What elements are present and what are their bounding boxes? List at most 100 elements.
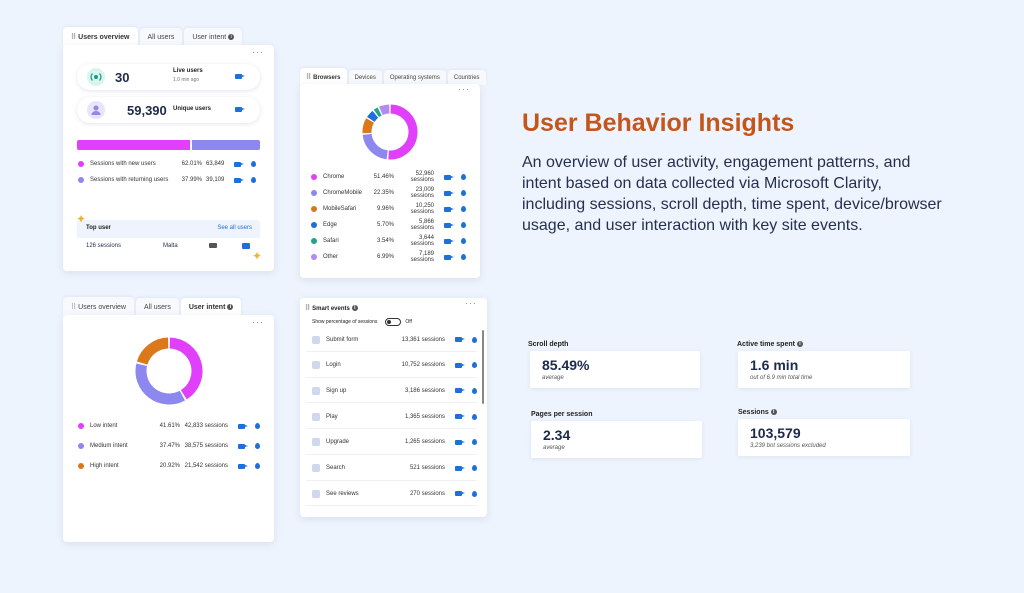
recording-icon[interactable] [234,177,244,183]
recording-icon[interactable] [444,254,454,260]
event-row[interactable]: Sign up 3,186 sessions [306,379,477,404]
event-row[interactable]: Login 10,752 sessions [306,354,477,378]
see-all-users-link[interactable]: See all users [217,225,252,231]
top-user-sessions: 126 sessions [86,243,122,249]
pages-per-session-value: 2.34 [543,427,571,443]
row-label-text: Submit form [326,336,359,343]
heatmap-icon[interactable] [461,238,466,244]
recording-icon[interactable] [238,463,248,469]
tab-user-intent[interactable]: User intent i [180,298,242,316]
recording-icon[interactable] [455,388,465,394]
users-rows: Sessions with new users 62.01% 63,849 Sessi… [78,157,256,197]
list-item: MobileSafari 9.96% 10,250 sessions [311,202,466,216]
row-label: Play [306,412,401,421]
event-row[interactable]: Upgrade 1,265 sessions [306,431,477,455]
more-options-icon[interactable]: ··· [465,298,477,308]
heatmap-icon[interactable] [461,190,466,196]
heatmap-icon[interactable] [472,439,477,446]
recording-icon[interactable] [444,238,454,244]
heatmap-icon[interactable] [251,161,256,167]
heatmap-icon[interactable] [255,463,260,469]
recording-icon[interactable] [235,74,245,79]
recording-icon[interactable] [238,423,248,429]
recording-icon[interactable] [455,439,465,445]
intent-donut-chart [135,337,203,405]
recording-icon[interactable] [444,190,454,196]
info-icon: i [351,305,358,312]
heatmap-icon[interactable] [255,443,260,449]
tab-browsers[interactable]: ⠿ Browsers [300,68,347,85]
more-options-icon[interactable]: ··· [252,317,264,327]
top-user-row[interactable]: 126 sessions Malta [77,238,260,256]
tab-countries[interactable]: Countries [447,70,486,85]
recording-icon[interactable] [455,362,465,368]
top-user-title: Top user [86,225,111,231]
scrollbar[interactable] [482,330,484,404]
event-row[interactable]: Play 1,365 sessions [306,405,477,430]
heatmap-icon[interactable] [251,177,256,183]
row-count: 13,361 sessions [401,336,445,343]
row-count: 521 sessions [409,465,445,471]
event-icon [312,412,320,421]
tab-user-intent[interactable]: User intent i [184,28,243,46]
scroll-depth-label: Scroll depth [528,341,569,348]
legend-dot [311,238,317,244]
live-users-label: Live users [173,68,203,74]
row-percent: 62.01% [181,161,202,167]
card-icon[interactable] [242,243,250,249]
row-label-text: Sessions with returning users [90,177,169,183]
tab-all-users[interactable]: All users [136,298,179,316]
list-item: Edge 5.70% 5,866 sessions [311,218,466,232]
toggle-state: Off [405,319,412,325]
row-count: 63,849 [206,161,225,167]
row-count: 7,189 sessions [410,251,434,263]
smart-events-card: ⠿ Smart events i ··· Show percentage of se… [300,298,487,517]
heatmap-icon[interactable] [461,254,466,260]
recording-icon[interactable] [455,414,465,420]
heatmap-icon[interactable] [461,206,466,212]
recording-icon[interactable] [238,443,248,449]
row-percent: 20.92% [159,463,180,469]
legend-dot [78,177,84,183]
tab-users-overview[interactable]: ⠿ Users overview [63,27,138,46]
row-count: 3,186 sessions [404,387,445,394]
tab-users-overview[interactable]: ⠿ Users overview [63,297,134,316]
tab-label: User intent [188,304,226,311]
unique-users-box: 59,390 Unique users [77,97,260,123]
tab-all-users[interactable]: All users [139,28,183,46]
recording-icon[interactable] [234,161,244,167]
heatmap-icon[interactable] [472,490,477,497]
grip-icon: ⠿ [305,305,311,312]
heatmap-icon[interactable] [461,174,466,180]
tab-devices[interactable]: Devices [348,70,382,85]
recording-icon[interactable] [235,107,245,112]
recording-icon[interactable] [444,222,454,228]
recording-icon[interactable] [455,465,465,471]
heatmap-icon[interactable] [472,362,477,369]
heatmap-icon[interactable] [461,222,466,228]
desktop-icon [209,243,217,248]
legend-dot [311,254,317,260]
event-row[interactable]: See reviews 270 sessions [306,482,477,507]
tab-operating-systems[interactable]: Operating systems [383,70,446,85]
more-options-icon[interactable]: ··· [458,84,470,94]
heatmap-icon[interactable] [472,413,477,420]
recording-icon[interactable] [455,337,465,342]
row-label: Other [311,254,366,260]
event-row[interactable]: Submit form 13,361 sessions [306,328,477,352]
row-count: 52,960 sessions [410,171,434,183]
heatmap-icon[interactable] [472,387,477,394]
active-time-value: 1.6 min [750,357,799,373]
row-count: 10,250 sessions [410,203,434,215]
recording-icon[interactable] [455,491,465,497]
recording-icon[interactable] [444,174,454,180]
recording-icon[interactable] [444,206,454,212]
pages-per-session-tile: 2.34 average [531,421,702,458]
event-row[interactable]: Search 521 sessions [306,457,477,481]
percentage-toggle[interactable] [385,318,402,326]
list-item: High intent 20.92% 21,542 sessions [78,459,260,473]
more-options-icon[interactable]: ··· [252,47,264,57]
heatmap-icon[interactable] [472,465,477,471]
heatmap-icon[interactable] [255,423,260,429]
heatmap-icon[interactable] [472,336,477,343]
